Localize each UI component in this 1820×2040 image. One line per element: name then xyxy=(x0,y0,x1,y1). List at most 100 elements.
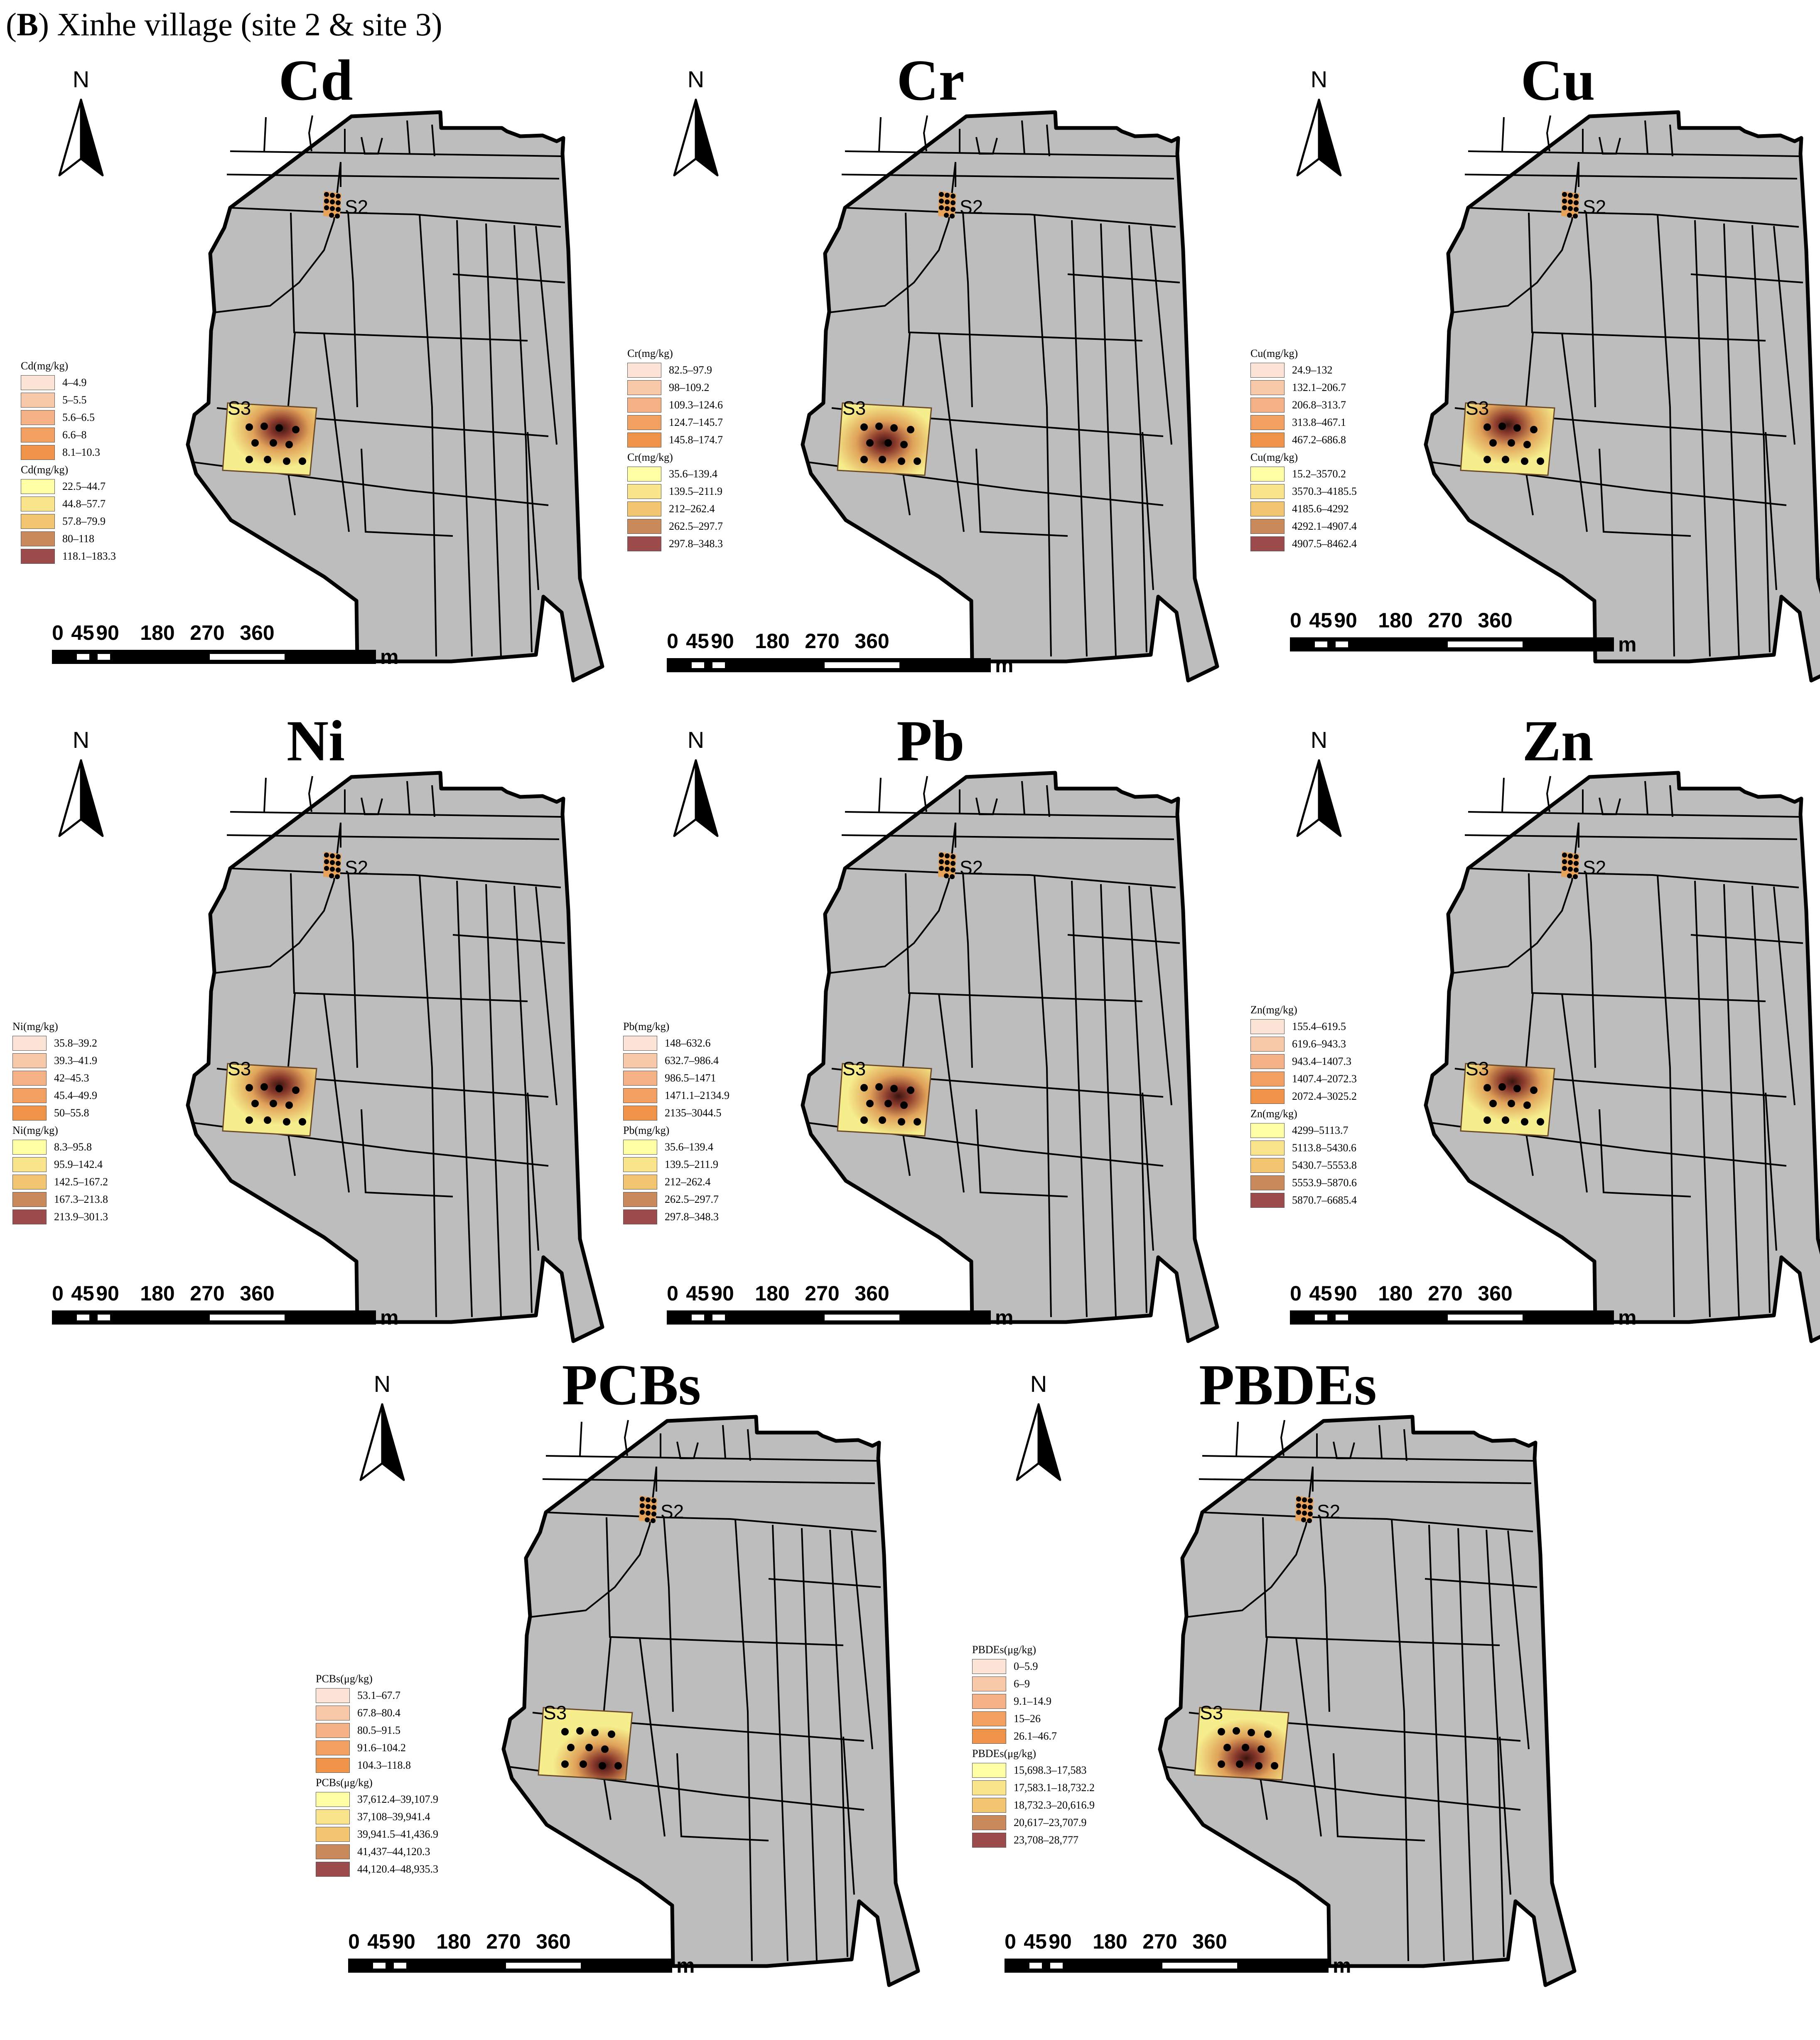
legend-label: 943.4–1407.3 xyxy=(1292,1055,1351,1067)
scale-bar: 0 45 90 180 270 360 m xyxy=(667,1282,1013,1329)
site2-label: S2 xyxy=(1583,196,1606,218)
north-arrow-icon: N xyxy=(1016,1371,1061,1481)
legend-label: 212–262.4 xyxy=(669,503,715,515)
legend-label: 50–55.8 xyxy=(54,1107,89,1119)
legend-swatch xyxy=(1250,1140,1285,1155)
map-legend: PCBs(μg/kg) 53.1–67.7 67.8–80.4 80.5–91.5 91… xyxy=(316,1670,438,1878)
legend-swatch xyxy=(12,1192,47,1207)
map-title: Ni xyxy=(287,709,345,773)
north-label: N xyxy=(73,66,89,92)
legend-swatch xyxy=(627,484,661,499)
legend-swatch xyxy=(21,549,55,564)
scale-bar: 0 45 90 180 270 360 m xyxy=(348,1930,695,1977)
legend-swatch xyxy=(316,1758,350,1773)
scale-tick-label: 180 xyxy=(1378,609,1412,632)
legend-item: 44,120.4–48,935.3 xyxy=(316,1861,438,1878)
legend-label: 15,698.3–17,583 xyxy=(1014,1764,1087,1776)
legend-label: 5.6–6.5 xyxy=(62,411,95,423)
legend-label: 619.6–943.3 xyxy=(1292,1038,1346,1050)
site3-label: S3 xyxy=(228,397,251,419)
legend-title: Cd(mg/kg) xyxy=(21,464,69,476)
legend-item: 139.5–211.9 xyxy=(627,483,723,500)
legend-swatch xyxy=(627,501,661,516)
map-legend: Pb(mg/kg) 148–632.6 632.7–986.4 986.5–1471 1… xyxy=(623,1018,729,1226)
legend-item: 80–118 xyxy=(21,530,116,548)
site2-label: S2 xyxy=(345,196,368,218)
village-map: S3 S2 xyxy=(1424,110,1820,683)
legend-label: 2072.4–3025.2 xyxy=(1292,1090,1357,1102)
scale-tick-label: 90 xyxy=(711,629,734,653)
legend-swatch xyxy=(627,433,661,447)
legend-item: 4907.5–8462.4 xyxy=(1250,535,1357,553)
legend-swatch xyxy=(12,1209,47,1224)
legend-swatch xyxy=(627,519,661,534)
legend-swatch xyxy=(972,1763,1006,1778)
legend-label: 148–632.6 xyxy=(665,1037,711,1049)
scale-tick-label: 360 xyxy=(1478,1282,1512,1305)
village-map: S3 S2 xyxy=(501,1415,920,1987)
site2-samples xyxy=(1561,852,1579,879)
legend-item: 6–9 xyxy=(972,1675,1095,1693)
legend-item: 986.5–1471 xyxy=(623,1069,729,1087)
site3-label: S3 xyxy=(1200,1702,1223,1723)
legend-swatch xyxy=(21,410,55,425)
legend-item: 20,617–23,707.9 xyxy=(972,1814,1095,1831)
legend-item: 26.1–46.7 xyxy=(972,1728,1095,1745)
site3-label: S3 xyxy=(1466,1058,1489,1079)
scale-bar: 0 45 90 180 270 360 m xyxy=(1290,1282,1636,1329)
legend-swatch xyxy=(623,1140,657,1155)
scale-unit: m xyxy=(1618,1306,1636,1329)
legend-swatch xyxy=(1250,415,1285,430)
site3-heatmap xyxy=(538,1707,633,1781)
legend-swatch xyxy=(1250,1054,1285,1069)
legend-item: 632.7–986.4 xyxy=(623,1052,729,1069)
legend-label: 262.5–297.7 xyxy=(669,520,723,532)
north-arrow-icon: N xyxy=(58,727,104,837)
site2-samples xyxy=(938,191,956,219)
scale-tick-label: 180 xyxy=(755,1282,789,1305)
legend-item: 148–632.6 xyxy=(623,1035,729,1052)
scale-unit: m xyxy=(995,654,1013,677)
legend-swatch xyxy=(1250,519,1285,534)
legend-swatch xyxy=(12,1140,47,1155)
map-panel-pcbs: PCBs N S3 S2 0 45 90 180 270 360 m PCBs(μg/kg) 53.1–… xyxy=(316,1353,920,2003)
legend-item: 41,437–44,120.3 xyxy=(316,1843,438,1861)
legend-label: 262.5–297.7 xyxy=(665,1193,719,1205)
map-svg-cu: Cu N S3 S2 0 45 90 180 270 360 m xyxy=(1290,48,1820,683)
legend-label: 22.5–44.7 xyxy=(62,480,106,492)
map-title: PCBs xyxy=(562,1353,701,1417)
scale-tick-label: 180 xyxy=(1093,1930,1127,1953)
legend-item: 42–45.3 xyxy=(12,1069,108,1087)
legend-item: 109.3–124.6 xyxy=(627,396,723,414)
legend-item: 18,732.3–20,616.9 xyxy=(972,1797,1095,1814)
legend-swatch xyxy=(316,1723,350,1738)
scale-bar: 0 45 90 180 270 360 m xyxy=(1005,1930,1351,1977)
legend-label: 118.1–183.3 xyxy=(62,550,116,562)
site3-heatmap xyxy=(222,402,317,476)
scale-tick-label: 45 xyxy=(686,629,709,653)
legend-swatch xyxy=(316,1809,350,1824)
site2-samples xyxy=(639,1496,657,1523)
legend-item: 142.5–167.2 xyxy=(12,1173,108,1191)
legend-label: 9.1–14.9 xyxy=(1014,1695,1051,1707)
map-title: Cu xyxy=(1521,48,1595,113)
scale-tick-label: 90 xyxy=(1334,609,1357,632)
scale-tick-label: 90 xyxy=(711,1282,734,1305)
legend-label: 98–109.2 xyxy=(669,381,710,393)
legend-label: 124.7–145.7 xyxy=(669,416,723,428)
scale-unit: m xyxy=(380,645,398,669)
legend-label: 57.8–79.9 xyxy=(62,515,106,527)
scale-tick-label: 270 xyxy=(190,621,224,644)
scale-tick-label: 0 xyxy=(1290,609,1302,632)
legend-item: 8.3–95.8 xyxy=(12,1138,108,1156)
north-arrow-icon: N xyxy=(673,66,719,177)
legend-swatch xyxy=(21,375,55,390)
legend-item: 39.3–41.9 xyxy=(12,1052,108,1069)
scale-tick-label: 0 xyxy=(1290,1282,1302,1305)
legend-title: Zn(mg/kg) xyxy=(1250,1004,1297,1016)
legend-label: 35.6–139.4 xyxy=(669,468,717,480)
map-legend: Zn(mg/kg) 155.4–619.5 619.6–943.3 943.4–140… xyxy=(1250,1001,1357,1209)
legend-label: 42–45.3 xyxy=(54,1072,89,1084)
legend-label: 4907.5–8462.4 xyxy=(1292,538,1357,550)
map-legend: Cu(mg/kg) 24.9–132 132.1–206.7 206.8–313.7 3… xyxy=(1250,345,1357,553)
